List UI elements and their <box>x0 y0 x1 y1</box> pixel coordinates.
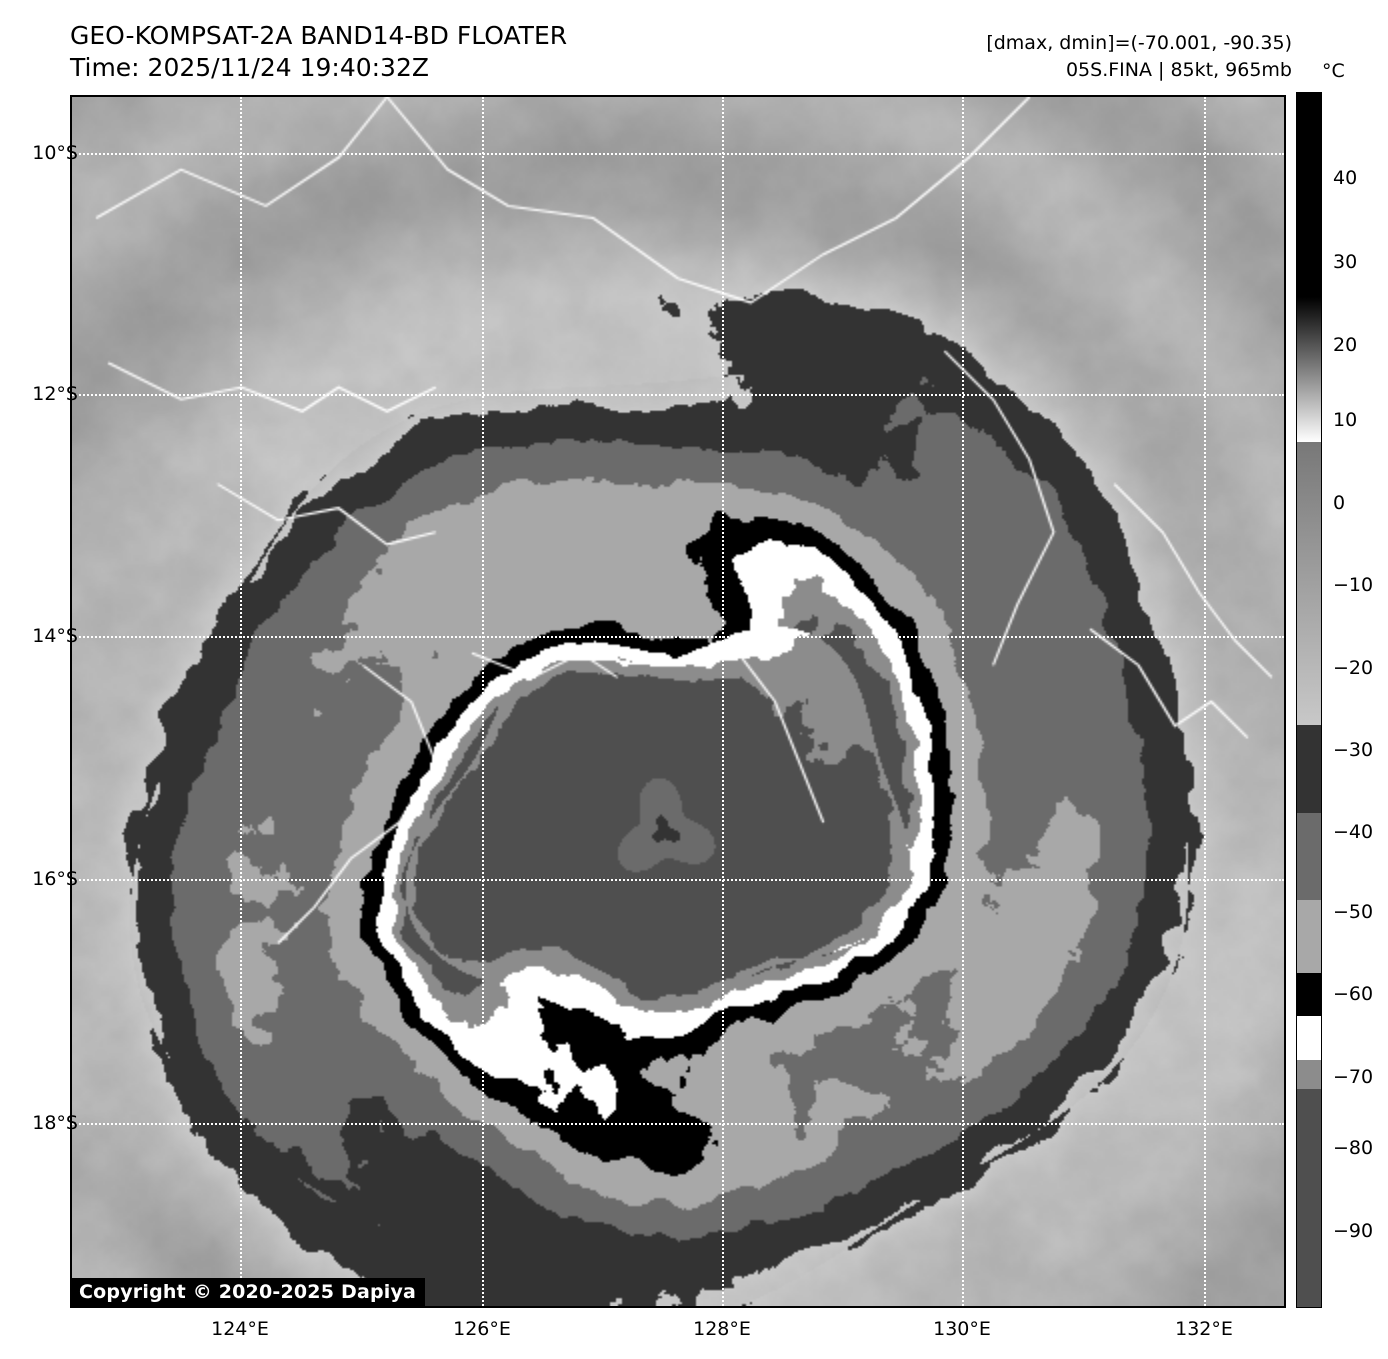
colorbar-band <box>1297 296 1321 442</box>
timestamp-label: Time: 2025/11/24 19:40:32Z <box>70 53 429 82</box>
gridline-vertical <box>1204 97 1206 1306</box>
colorbar-band <box>1297 1088 1321 1307</box>
x-axis-tick-label: 132°E <box>1175 1318 1233 1340</box>
colorbar-tick-label: −30 <box>1333 739 1374 761</box>
dmax-dmin-label: [dmax, dmin]=(-70.001, -90.35) <box>986 32 1292 54</box>
gridline-vertical <box>482 97 484 1306</box>
satellite-imagery-canvas <box>72 97 1284 1306</box>
colorbar-tick-label: −20 <box>1333 657 1374 679</box>
y-axis-tick-label: 16°S <box>32 868 78 890</box>
copyright-watermark: Copyright © 2020-2025 Dapiya <box>70 1278 426 1307</box>
colorbar-tick-label: −80 <box>1333 1137 1374 1159</box>
satellite-image-plot[interactable] <box>70 95 1286 1308</box>
colorbar-band <box>1297 725 1321 813</box>
colorbar-tick-label: −90 <box>1333 1220 1374 1242</box>
gridline-horizontal <box>72 1123 1284 1125</box>
x-axis-tick-label: 130°E <box>933 1318 991 1340</box>
colorbar-band <box>1297 93 1321 297</box>
gridline-vertical <box>962 97 964 1306</box>
gridline-horizontal <box>72 394 1284 396</box>
gridline-vertical <box>722 97 724 1306</box>
colorbar-tick-label: −70 <box>1333 1066 1374 1088</box>
colorbar-tick-label: 30 <box>1333 251 1358 273</box>
colorbar-band <box>1297 812 1321 900</box>
colorbar-band <box>1297 1016 1321 1060</box>
colorbar-tick-label: 0 <box>1333 492 1346 514</box>
colorbar[interactable] <box>1296 92 1322 1308</box>
x-axis-tick-label: 126°E <box>453 1318 511 1340</box>
x-axis-tick-label: 128°E <box>693 1318 751 1340</box>
storm-info-label: 05S.FINA | 85kt, 965mb <box>1065 59 1292 81</box>
y-axis-tick-label: 10°S <box>32 142 78 164</box>
colorbar-tick-label: −40 <box>1333 821 1374 843</box>
colorbar-band <box>1297 441 1321 726</box>
colorbar-band <box>1297 899 1321 973</box>
gridline-horizontal <box>72 636 1284 638</box>
colorbar-tick-label: −50 <box>1333 901 1374 923</box>
y-axis-tick-label: 18°S <box>32 1112 78 1134</box>
colorbar-tick-label: −60 <box>1333 983 1374 1005</box>
page-title: GEO-KOMPSAT-2A BAND14-BD FLOATER <box>70 21 568 50</box>
colorbar-tick-label: 10 <box>1333 409 1358 431</box>
title-block: GEO-KOMPSAT-2A BAND14-BD FLOATER Time: 2… <box>70 20 567 84</box>
colorbar-tick-label: 40 <box>1333 167 1358 189</box>
colorbar-unit-label: °C <box>1322 60 1345 82</box>
colorbar-tick-label: −10 <box>1333 574 1374 596</box>
colorbar-band <box>1297 1059 1321 1089</box>
gridline-horizontal <box>72 153 1284 155</box>
gridline-horizontal <box>72 879 1284 881</box>
colorbar-band <box>1297 972 1321 1017</box>
metadata-block: [dmax, dmin]=(-70.001, -90.35) 05S.FINA … <box>986 30 1292 84</box>
x-axis-tick-label: 124°E <box>211 1318 269 1340</box>
y-axis-tick-label: 12°S <box>32 383 78 405</box>
colorbar-tick-label: 20 <box>1333 334 1358 356</box>
y-axis-tick-label: 14°S <box>32 625 78 647</box>
gridline-vertical <box>240 97 242 1306</box>
